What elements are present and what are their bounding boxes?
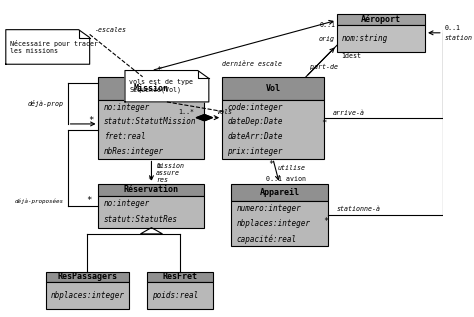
FancyBboxPatch shape (99, 100, 204, 158)
Text: 1: 1 (156, 163, 160, 169)
Text: nbplaces:integer: nbplaces:integer (236, 219, 310, 228)
Text: dernière escale: dernière escale (222, 61, 282, 67)
FancyBboxPatch shape (222, 100, 324, 158)
Text: utilise: utilise (277, 165, 305, 171)
Text: 0..1 avion: 0..1 avion (266, 176, 306, 182)
Text: *: * (324, 217, 329, 226)
FancyBboxPatch shape (99, 184, 204, 196)
Text: code:integer: code:integer (228, 102, 283, 112)
Text: statut:StatutRes: statut:StatutRes (104, 215, 178, 224)
Text: *: * (321, 120, 327, 128)
Text: stationne-à: stationne-à (337, 206, 381, 212)
Text: 0..1: 0..1 (319, 22, 335, 28)
Text: arrive-à: arrive-à (332, 110, 365, 116)
FancyBboxPatch shape (222, 77, 324, 100)
Text: Nécessaire pour tracer
les missions: Nécessaire pour tracer les missions (10, 40, 98, 54)
Text: poids:real: poids:real (152, 291, 199, 300)
FancyBboxPatch shape (337, 24, 425, 52)
Text: *: * (86, 197, 92, 205)
Text: ResPassagers: ResPassagers (57, 272, 118, 281)
Text: 1dest: 1dest (341, 53, 361, 59)
Text: orig: orig (319, 36, 335, 42)
Text: déjà-prop: déjà-prop (27, 100, 63, 107)
Text: Aéroport: Aéroport (361, 15, 401, 24)
FancyBboxPatch shape (46, 282, 129, 309)
Text: prix:integer: prix:integer (228, 147, 283, 156)
Text: part-de: part-de (310, 64, 338, 70)
Text: *: * (89, 116, 94, 125)
Text: dateDep:Date: dateDep:Date (228, 117, 283, 126)
Text: Mission: Mission (134, 84, 169, 93)
FancyBboxPatch shape (147, 282, 213, 309)
Text: 0..1: 0..1 (445, 25, 461, 31)
Text: ResFret: ResFret (163, 272, 198, 281)
Text: déjà-proposées: déjà-proposées (14, 198, 63, 204)
Text: assure: assure (156, 170, 180, 176)
Text: *: * (268, 160, 274, 169)
Polygon shape (197, 114, 212, 121)
Text: 1..*: 1..* (178, 109, 194, 115)
Text: nbRes:integer: nbRes:integer (104, 147, 164, 156)
Polygon shape (6, 30, 90, 64)
Text: Vol: Vol (265, 84, 280, 93)
Text: *: * (147, 176, 153, 185)
Polygon shape (125, 70, 209, 102)
Text: Réservation: Réservation (124, 185, 179, 194)
Text: Appareil: Appareil (259, 188, 300, 197)
Text: *: * (156, 66, 161, 75)
Text: vols: vols (217, 109, 233, 115)
Text: fret:real: fret:real (104, 132, 146, 141)
FancyBboxPatch shape (99, 196, 204, 228)
Text: no:integer: no:integer (104, 199, 150, 208)
FancyBboxPatch shape (46, 272, 129, 282)
Text: capacité:real: capacité:real (236, 234, 296, 244)
FancyBboxPatch shape (337, 14, 425, 24)
FancyBboxPatch shape (231, 184, 328, 201)
FancyBboxPatch shape (231, 201, 328, 247)
FancyBboxPatch shape (147, 272, 213, 282)
Text: statut:StatutMission: statut:StatutMission (104, 117, 196, 126)
Text: nbplaces:integer: nbplaces:integer (51, 291, 125, 300)
Text: mission: mission (156, 163, 184, 169)
Text: station: station (445, 35, 473, 41)
FancyBboxPatch shape (99, 77, 204, 100)
Text: numero:integer: numero:integer (236, 204, 301, 213)
Text: res: res (156, 178, 168, 184)
Text: -escales: -escales (94, 27, 126, 33)
Text: vols est de type
Sequence(Vol): vols est de type Sequence(Vol) (129, 80, 193, 93)
Text: no:integer: no:integer (104, 102, 150, 112)
Text: nom:string: nom:string (342, 34, 388, 42)
Text: dateArr:Date: dateArr:Date (228, 132, 283, 141)
